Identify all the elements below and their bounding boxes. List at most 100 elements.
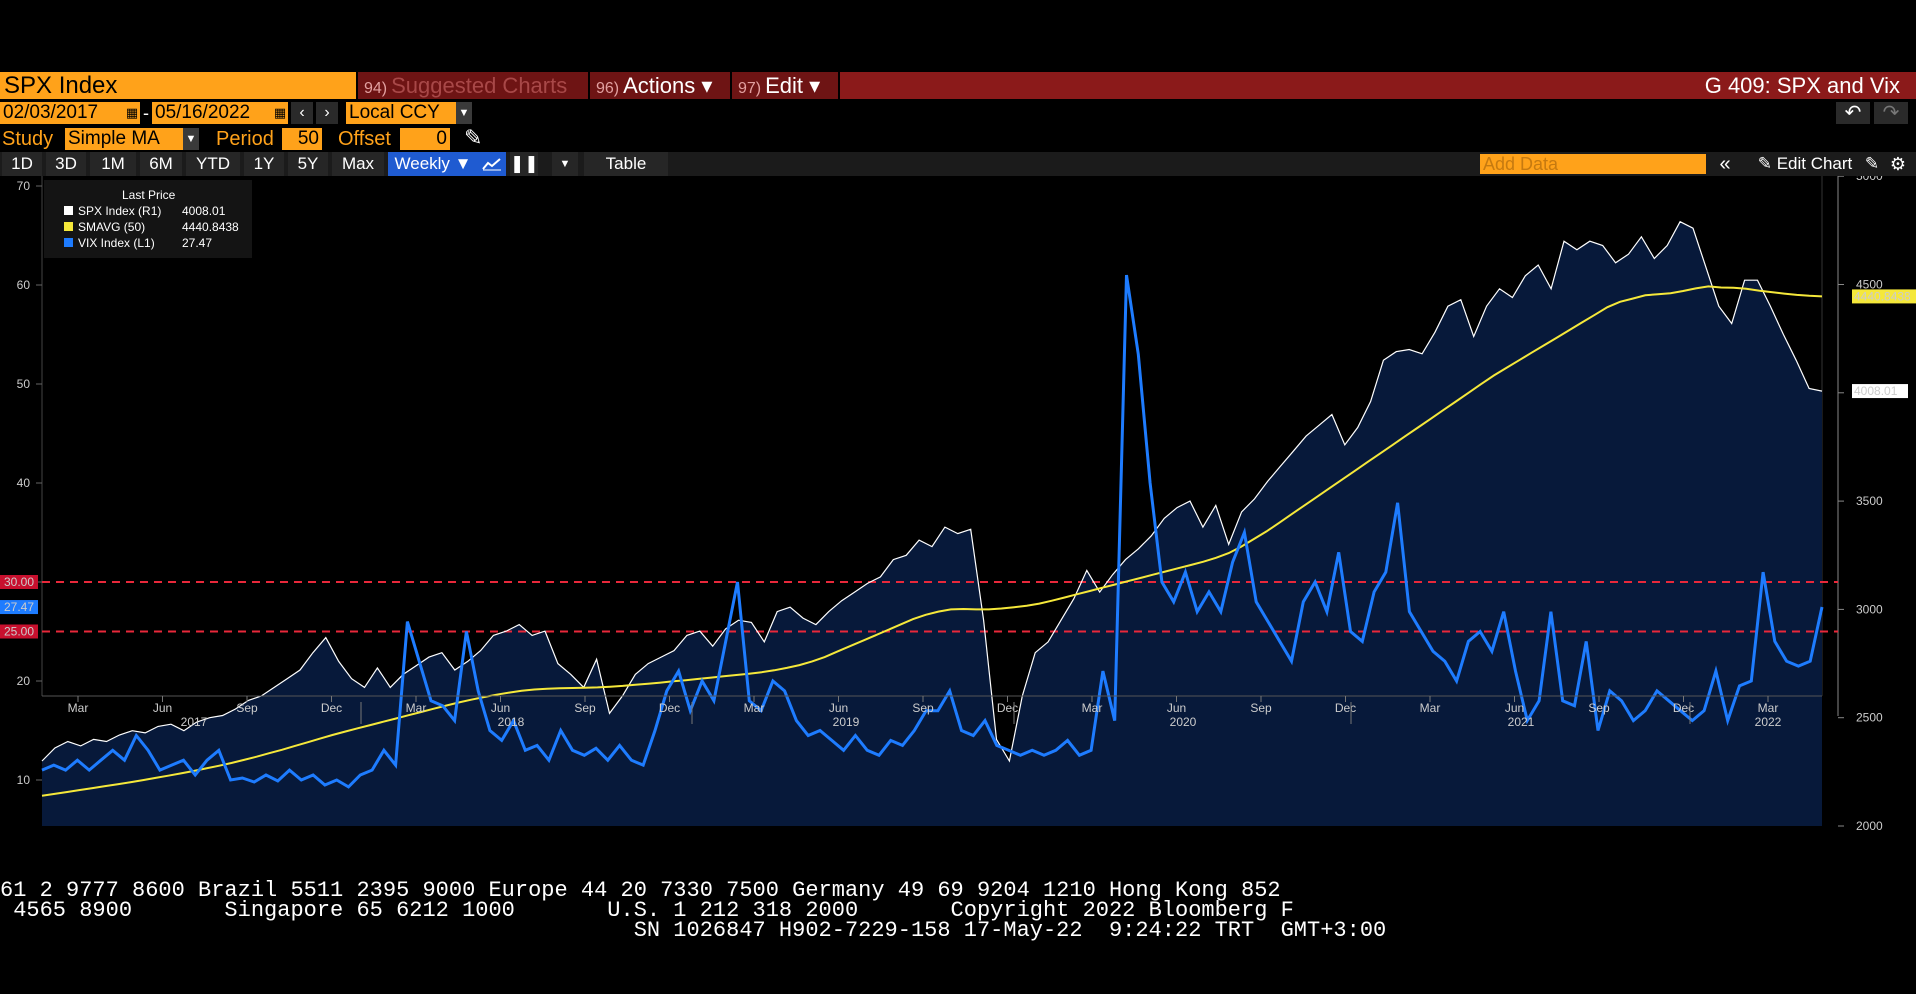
undo-icon[interactable]: ↶: [1836, 102, 1870, 124]
ticker-input[interactable]: SPX Index: [0, 72, 356, 99]
chevron-down-icon[interactable]: ▼: [456, 102, 472, 124]
x-month-label: Mar: [1082, 701, 1103, 715]
next-range-icon[interactable]: ›: [316, 102, 338, 124]
smavg-last-label: 4440.8438: [1854, 289, 1911, 303]
legend-entry-name: SMAVG (50): [78, 220, 145, 234]
suggested-charts-button[interactable]: 94) Suggested Charts: [356, 72, 588, 99]
x-year-label: 2021: [1508, 715, 1535, 729]
vix-series-line: [41, 274, 1824, 789]
x-year-label: 2019: [833, 715, 860, 729]
x-month-label: Mar: [406, 701, 427, 715]
offset-input[interactable]: 0: [400, 128, 450, 150]
x-year-label: 2022: [1755, 715, 1782, 729]
actions-label: Actions ▾: [623, 73, 713, 98]
x-month-label: Jun: [829, 701, 848, 715]
actions-menu-button[interactable]: 96) Actions ▾: [588, 72, 730, 99]
right-tick-label: 2000: [1856, 819, 1883, 833]
actions-num: 96): [596, 80, 620, 97]
x-month-label: Dec: [1335, 701, 1356, 715]
footer-contact-line-2: 4565 8900 Singapore 65 6212 1000 U.S. 1 …: [0, 898, 1294, 923]
x-month-label: Mar: [68, 701, 89, 715]
edit-num: 97): [738, 80, 762, 97]
x-month-label: Jun: [491, 701, 510, 715]
tab-5y[interactable]: 5Y: [288, 152, 328, 176]
suggested-charts-num: 94): [364, 80, 388, 97]
vix-last-label: 27.47: [4, 600, 34, 614]
smavg-series-line: [41, 285, 1823, 797]
tab-max[interactable]: Max: [332, 152, 384, 176]
x-month-label: Jun: [1167, 701, 1186, 715]
add-data-input[interactable]: Add Data: [1480, 154, 1706, 174]
footer-session-line: SN 1026847 H902-7229-158 17-May-22 9:24:…: [0, 918, 1387, 943]
pencil-icon[interactable]: ✎: [464, 125, 483, 150]
tab-1m[interactable]: 1M: [90, 152, 136, 176]
left-tick-label: 70: [17, 179, 31, 193]
redo-icon[interactable]: ↷: [1874, 102, 1908, 124]
legend-entry-value: 4008.01: [182, 204, 226, 218]
chevron-down-icon[interactable]: ▼: [552, 152, 578, 176]
x-month-label: Mar: [1420, 701, 1441, 715]
title-divider: [838, 72, 840, 99]
right-tick-label: 4500: [1856, 278, 1883, 292]
price-chart[interactable]: 10203040506070 2000250030003500400045005…: [0, 176, 1916, 876]
edit-menu-button[interactable]: 97) Edit ▾: [730, 72, 838, 99]
tab-1d[interactable]: 1D: [2, 152, 42, 176]
left-axis: 10203040506070: [17, 176, 43, 787]
tab-6m[interactable]: 6M: [140, 152, 182, 176]
calendar-icon[interactable]: ▦: [124, 102, 140, 124]
table-button[interactable]: Table: [584, 152, 668, 176]
right-tick-label: 3500: [1856, 494, 1883, 508]
collapse-icon[interactable]: «: [1712, 152, 1738, 176]
candlestick-icon[interactable]: ❚❚: [510, 152, 539, 176]
x-month-label: Mar: [744, 701, 765, 715]
period-input[interactable]: 50: [282, 128, 322, 150]
tab-3d[interactable]: 3D: [46, 152, 86, 176]
tab-ytd[interactable]: YTD: [186, 152, 240, 176]
date-dash: -: [143, 103, 149, 123]
x-month-label: Jun: [1505, 701, 1524, 715]
chevron-down-icon[interactable]: ▼: [183, 128, 199, 150]
last-value-labels: 27.47 4440.8438 4008.01: [0, 289, 1916, 615]
right-tick-label: 5000: [1856, 176, 1883, 183]
prev-range-icon[interactable]: ‹: [291, 102, 313, 124]
currency-select[interactable]: Local CCY: [346, 102, 456, 124]
study-select[interactable]: Simple MA: [65, 128, 183, 150]
left-tick-label: 50: [17, 377, 31, 391]
edit-icon[interactable]: ✎: [1860, 152, 1884, 176]
right-tick-label: 3000: [1856, 602, 1883, 616]
legend-swatch: [64, 238, 73, 247]
right-tick-label: 2500: [1856, 711, 1883, 725]
tab-1y[interactable]: 1Y: [244, 152, 284, 176]
tab-weekly[interactable]: Weekly ▼: [388, 152, 478, 176]
footer-contact-line-1: 61 2 9777 8600 Brazil 5511 2395 9000 Eur…: [0, 878, 1281, 903]
spx-series-line: [41, 220, 1823, 763]
legend-entry-value: 4440.8438: [182, 220, 239, 234]
legend-swatch: [64, 222, 73, 231]
chart-title: G 409: SPX and Vix: [1704, 73, 1900, 98]
x-year-label: 2020: [1170, 715, 1197, 729]
reference-lines: 30.00 25.00: [0, 575, 1838, 639]
x-axis: Mar Jun Sep Dec Mar Jun Sep Dec Mar Jun Sep Dec Mar J…: [42, 695, 1822, 729]
left-tick-label: 20: [17, 674, 31, 688]
end-date-field[interactable]: 05/16/2022: [152, 102, 272, 124]
spx-last-label: 4008.01: [1854, 384, 1898, 398]
x-month-label: Dec: [997, 701, 1018, 715]
edit-chart-button[interactable]: ✎ Edit Chart: [1742, 152, 1868, 176]
left-tick-label: 40: [17, 476, 31, 490]
gear-icon[interactable]: ⚙: [1886, 152, 1910, 176]
x-month-label: Sep: [574, 701, 596, 715]
start-date-field[interactable]: 02/03/2017: [0, 102, 124, 124]
x-year-label: 2018: [498, 715, 525, 729]
x-month-label: Sep: [1250, 701, 1272, 715]
legend-entry-value: 27.47: [182, 236, 212, 250]
x-month-label: Dec: [659, 701, 680, 715]
right-axis: 2000250030003500400045005000: [1821, 176, 1883, 833]
legend-entry-name: SPX Index (R1): [78, 204, 161, 218]
legend-swatch: [64, 206, 73, 215]
x-month-label: Jun: [153, 701, 172, 715]
line-chart-icon[interactable]: [478, 152, 506, 176]
edit-label: Edit ▾: [765, 73, 821, 98]
calendar-icon[interactable]: ▦: [272, 102, 288, 124]
edit-chart-label: Edit Chart: [1776, 154, 1853, 173]
x-month-label: Sep: [236, 701, 258, 715]
